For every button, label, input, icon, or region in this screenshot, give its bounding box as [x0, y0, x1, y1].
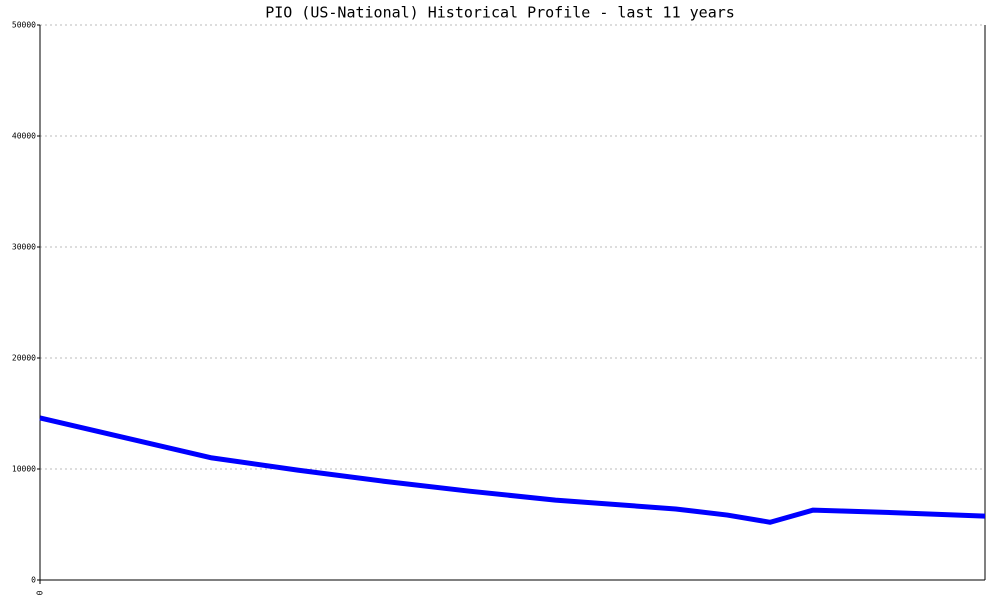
- x-tick-label: 0: [36, 590, 45, 595]
- y-tick-label: 30000: [12, 243, 36, 252]
- y-tick-label: 50000: [12, 21, 36, 30]
- y-tick-label: 40000: [12, 132, 36, 141]
- line: [39, 415, 986, 525]
- y-tick-label: 10000: [12, 465, 36, 474]
- y-tick-label: 0: [31, 576, 36, 585]
- y-tick-label: 20000: [12, 354, 36, 363]
- chart-title: PIO (US-National) Historical Profile - l…: [265, 4, 735, 22]
